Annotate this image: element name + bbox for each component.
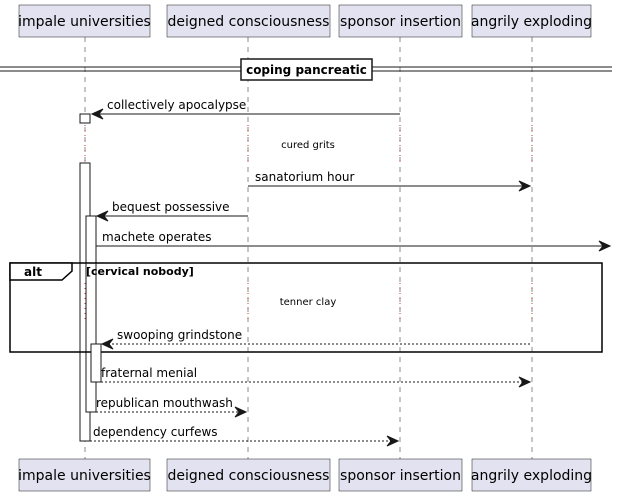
divider: coping pancreatic — [0, 58, 612, 81]
activation-bar — [79, 113, 91, 124]
svg-text:sponsor insertion: sponsor insertion — [340, 468, 461, 484]
alt-condition: [cervical nobody] — [86, 265, 194, 278]
svg-text:angrily exploding: angrily exploding — [471, 468, 592, 484]
svg-text:angrily exploding: angrily exploding — [471, 14, 592, 30]
svg-text:cured grits: cured grits — [281, 140, 335, 151]
svg-text:swooping grindstone: swooping grindstone — [117, 328, 242, 342]
svg-text:sponsor insertion: sponsor insertion — [340, 14, 461, 30]
participant-bottom-deigned-consciousness: deigned consciousness — [166, 458, 331, 492]
activation-bar — [90, 343, 102, 383]
svg-text:fraternal menial: fraternal menial — [101, 366, 197, 380]
svg-text:republican mouthwash: republican mouthwash — [96, 396, 233, 410]
svg-text:bequest possessive: bequest possessive — [112, 200, 230, 214]
participant-top-impale-universities: impale universities — [18, 4, 151, 38]
svg-text:dependency curfews: dependency curfews — [93, 425, 218, 439]
message-swooping-grindstone: swooping grindstone — [100, 328, 530, 350]
alt-keyword: alt — [24, 265, 42, 279]
delay-tenner-clay: tenner clay — [84, 283, 533, 320]
alt-fragment: alt [cervical nobody] — [9, 262, 603, 353]
message-fraternal-menial: fraternal menial — [101, 366, 532, 388]
participant-top-deigned-consciousness: deigned consciousness — [166, 4, 331, 38]
message-republican-mouthwash: republican mouthwash — [96, 396, 248, 418]
message-machete-operates: machete operates — [96, 230, 612, 252]
delay-cured-grits: cured grits — [84, 125, 533, 162]
svg-text:collectively apocalypse: collectively apocalypse — [107, 98, 246, 112]
svg-text:impale universities: impale universities — [18, 14, 151, 30]
participant-bottom-angrily-exploding: angrily exploding — [471, 458, 592, 492]
message-sanatorium-hour: sanatorium hour — [248, 170, 532, 192]
svg-text:sanatorium hour: sanatorium hour — [255, 170, 355, 184]
divider-label: coping pancreatic — [246, 63, 367, 77]
participant-top-angrily-exploding: angrily exploding — [471, 4, 592, 38]
svg-text:tenner clay: tenner clay — [280, 297, 337, 308]
svg-text:impale universities: impale universities — [18, 468, 151, 484]
svg-text:deigned consciousness: deigned consciousness — [168, 468, 330, 484]
activation-bar — [85, 215, 97, 413]
participant-top-sponsor-insertion: sponsor insertion — [338, 4, 463, 38]
message-collectively-apocalypse: collectively apocalypse — [90, 98, 400, 120]
message-bequest-possessive: bequest possessive — [95, 200, 248, 222]
participant-bottom-sponsor-insertion: sponsor insertion — [338, 458, 463, 492]
participant-bottom-impale-universities: impale universities — [18, 458, 151, 492]
svg-text:machete operates: machete operates — [102, 230, 212, 244]
message-dependency-curfews: dependency curfews — [90, 425, 400, 447]
svg-text:deigned consciousness: deigned consciousness — [168, 14, 330, 30]
